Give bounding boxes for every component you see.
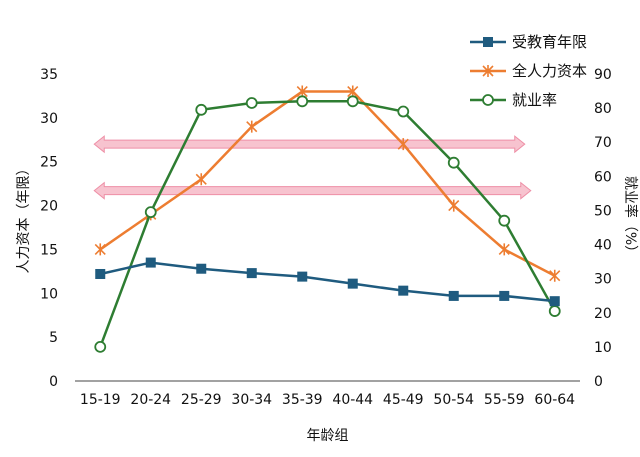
double-arrow [93, 135, 526, 154]
y-tick-label: 25 [40, 155, 58, 171]
data-point-circle [144, 206, 157, 219]
y2-tick-label: 90 [594, 67, 612, 83]
ticks-layer: 0 5 10 15 20 25 30 35 0 10 20 30 40 50 60 70 80 90 15-19 20… [40, 67, 612, 408]
y-tick-label: 15 [40, 242, 58, 258]
series-line [99, 100, 556, 348]
data-point-circle [482, 94, 494, 106]
data-point-circle [498, 214, 511, 227]
x-tick-label: 25-29 [181, 392, 222, 408]
y-tick-label: 35 [40, 67, 58, 83]
y2-tick-label: 30 [594, 272, 612, 288]
x-tick-label: 35-39 [282, 392, 323, 408]
x-tick-label: 20-24 [130, 392, 171, 408]
y-tick-label: 5 [49, 330, 58, 346]
legend-item: 全人力资本 [470, 62, 587, 80]
y2-axis-title: 就业率（%） [622, 176, 639, 259]
data-point-circle [195, 103, 208, 116]
legend-item: 就业率 [470, 91, 557, 109]
data-point-square [95, 268, 106, 279]
y2-tick-label: 50 [594, 203, 612, 219]
data-point-square [145, 257, 156, 268]
data-point-square [196, 263, 207, 274]
series-layer [94, 85, 561, 353]
data-point-circle [296, 95, 309, 108]
legend-label: 全人力资本 [512, 62, 587, 80]
y2-tick-label: 20 [594, 306, 612, 322]
data-point-square [398, 285, 409, 296]
y2-tick-label: 40 [594, 238, 612, 254]
y2-tick-label: 10 [594, 340, 612, 356]
data-point-circle [548, 305, 561, 317]
data-point-star [246, 120, 258, 133]
data-point-circle [447, 156, 460, 169]
data-point-square [549, 296, 560, 307]
data-point-square [347, 278, 358, 289]
data-point-square [246, 268, 257, 279]
series-1 [94, 85, 561, 282]
x-axis-title: 年龄组 [307, 428, 349, 444]
y2-tick-label: 70 [594, 135, 612, 151]
legend-label: 就业率 [512, 91, 557, 109]
legend-label: 受教育年限 [512, 33, 587, 51]
y2-tick-label: 60 [594, 169, 612, 185]
y-tick-label: 0 [49, 374, 58, 390]
double-arrow [93, 181, 532, 200]
x-tick-label: 60-64 [534, 392, 575, 408]
data-point-star [549, 269, 561, 282]
data-point-square [448, 290, 459, 301]
data-point-star [448, 199, 460, 212]
y2-tick-label: 0 [594, 374, 603, 390]
series-2 [94, 95, 561, 353]
series-line [99, 261, 555, 303]
y-axis-title: 人力资本（年限） [16, 162, 32, 274]
data-point-circle [346, 95, 359, 108]
data-point-circle [94, 340, 107, 353]
data-point-star [195, 173, 207, 186]
x-tick-label: 15-19 [80, 392, 121, 408]
data-point-circle [397, 105, 410, 118]
annotation-arrows [93, 135, 532, 200]
legend-item: 受教育年限 [470, 33, 587, 51]
data-point-star [482, 65, 494, 77]
x-tick-label: 50-54 [433, 392, 474, 408]
y-tick-label: 30 [40, 111, 58, 127]
x-tick-label: 55-59 [484, 392, 525, 408]
x-tick-label: 45-49 [383, 392, 424, 408]
data-point-circle [245, 97, 258, 109]
x-tick-label: 30-34 [231, 392, 272, 408]
series-0 [95, 257, 560, 307]
data-point-square [499, 290, 510, 301]
data-point-star [498, 243, 510, 256]
x-tick-label: 40-44 [332, 392, 373, 408]
data-point-star [397, 138, 409, 151]
series-line [99, 90, 556, 277]
y-tick-label: 10 [40, 286, 58, 302]
y-tick-label: 20 [40, 199, 58, 215]
data-point-star [94, 243, 106, 256]
y2-tick-label: 80 [594, 101, 612, 117]
data-point-square [297, 271, 308, 282]
data-point-square [483, 37, 493, 47]
